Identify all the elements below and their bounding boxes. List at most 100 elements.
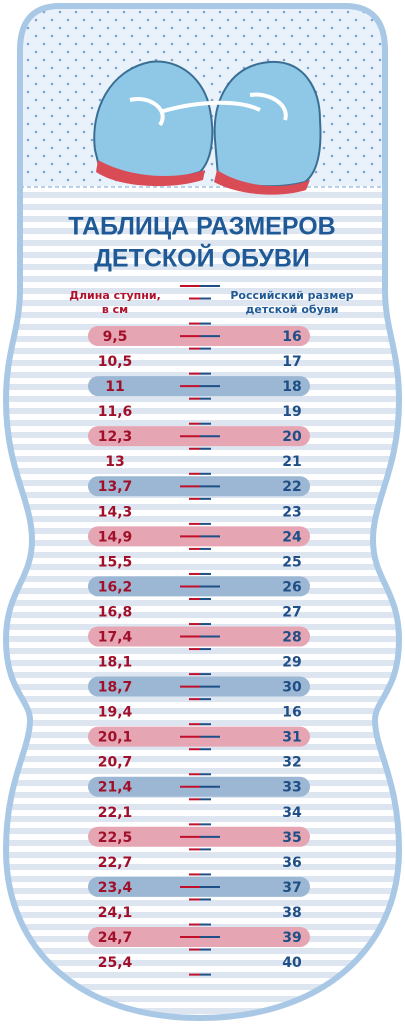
stripe [6, 864, 399, 870]
foot-length: 12,3 [98, 429, 133, 445]
laces [129, 92, 288, 127]
stripe [6, 1008, 399, 1014]
foot-length: 9,5 [103, 329, 128, 345]
stripe [6, 912, 399, 918]
stripe [6, 720, 399, 726]
foot-length: 22,1 [98, 805, 133, 821]
shoe-size: 39 [282, 930, 301, 946]
shoe-size: 37 [282, 880, 301, 896]
stripe [6, 228, 399, 234]
shoe-size: 19 [282, 404, 301, 420]
stripe [6, 804, 399, 810]
sole-left [96, 160, 205, 187]
foot-length: 13,7 [98, 479, 133, 495]
shoe-size: 16 [282, 705, 301, 721]
shoe-size: 35 [282, 830, 301, 846]
shoe-right [213, 60, 322, 188]
foot-length: 20,1 [98, 730, 133, 746]
foot-length: 17,4 [98, 629, 133, 645]
foot-length: 20,7 [98, 755, 133, 771]
stripe [6, 240, 399, 246]
foot-length: 22,7 [98, 855, 133, 871]
shoe-size: 20 [282, 429, 302, 445]
foot-length: 11 [105, 379, 124, 395]
foot-length: 25,4 [98, 955, 133, 971]
stripe [6, 408, 399, 414]
foot-length: 23,4 [98, 880, 133, 896]
stripe [6, 456, 399, 462]
stripe [6, 444, 399, 450]
stripe [6, 996, 399, 1002]
foot-length: 24,1 [98, 905, 133, 921]
shoe-size: 36 [282, 855, 301, 871]
stripe [6, 756, 399, 762]
stripe [6, 360, 399, 366]
stripe [6, 552, 399, 558]
foot-length: 11,6 [98, 404, 133, 420]
shoe-size: 29 [282, 655, 301, 671]
stripe [6, 192, 399, 198]
shoe-size: 31 [282, 730, 301, 746]
shoes [93, 60, 322, 195]
shoe-size: 17 [282, 354, 301, 370]
shoe-size: 28 [282, 629, 301, 645]
stripe [6, 900, 399, 906]
column-header: детской обуви [246, 303, 339, 316]
shoe-size: 38 [282, 905, 301, 921]
stripe [6, 768, 399, 774]
stripe [6, 372, 399, 378]
foot-length: 24,7 [98, 930, 133, 946]
stripe [6, 204, 399, 210]
shoe-size: 40 [282, 955, 302, 971]
stripe [6, 504, 399, 510]
stripe [6, 708, 399, 714]
stripe [6, 948, 399, 954]
stripe [6, 984, 399, 990]
foot-length: 21,4 [98, 780, 133, 796]
stripe [6, 744, 399, 750]
stripe [6, 960, 399, 966]
stripe [6, 516, 399, 522]
stripe [6, 348, 399, 354]
stripe [6, 216, 399, 222]
foot-length: 10,5 [98, 354, 133, 370]
title-line: ТАБЛИЦА РАЗМЕРОВ [68, 213, 335, 241]
column-header: в см [102, 303, 128, 316]
stripe [6, 264, 399, 270]
foot-length: 19,4 [98, 705, 133, 721]
foot-length: 14,3 [98, 504, 133, 520]
sole-right [214, 170, 310, 195]
stripe [6, 600, 399, 606]
column-header: Российский размер [230, 289, 353, 302]
stripe [6, 816, 399, 822]
title-line: ДЕТСКОЙ ОБУВИ [94, 243, 310, 273]
foot-length: 13 [105, 454, 124, 470]
shoe-size: 22 [282, 479, 301, 495]
stripe [6, 660, 399, 666]
shoe-size: 16 [282, 329, 301, 345]
stripe [6, 468, 399, 474]
stripe [6, 276, 399, 282]
foot-length: 16,8 [98, 604, 133, 620]
shoe-size: 26 [282, 579, 301, 595]
foot-length: 18,1 [98, 655, 133, 671]
stripe [6, 564, 399, 570]
shoe-size: 32 [282, 755, 301, 771]
shoe-size: 33 [282, 780, 301, 796]
stripe [6, 852, 399, 858]
stripe [6, 288, 399, 294]
stripe [6, 648, 399, 654]
shoe-size: 23 [282, 504, 301, 520]
shoe-size: 30 [282, 680, 302, 696]
shoe-size: 25 [282, 554, 301, 570]
stripe [6, 312, 399, 318]
foot-length: 14,9 [98, 529, 133, 545]
stripe [6, 300, 399, 306]
column-header: Длина ступни, [69, 289, 161, 302]
outline [2, 3, 403, 1022]
shoe-size: 34 [282, 805, 302, 821]
foot-length: 18,7 [98, 680, 133, 696]
shoe-size: 21 [282, 454, 301, 470]
